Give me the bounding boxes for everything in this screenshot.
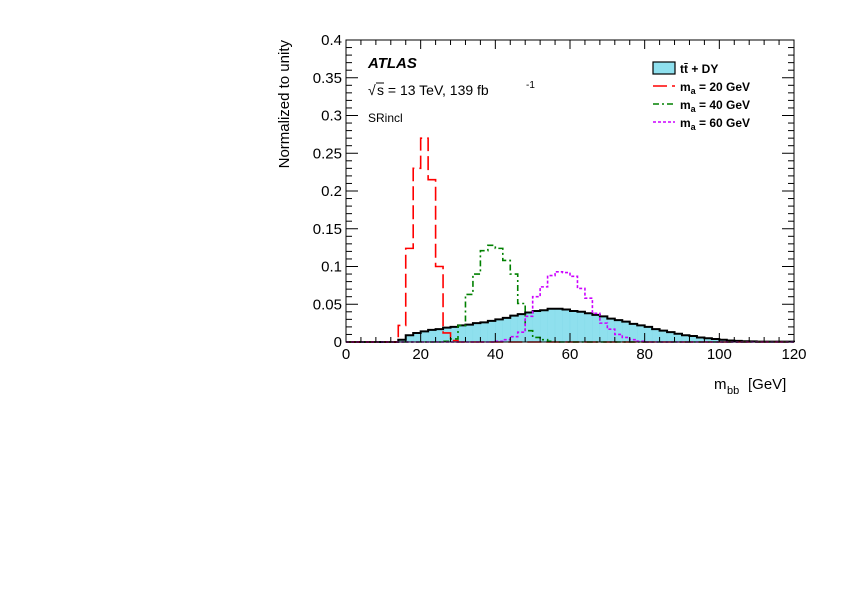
series-1 bbox=[346, 137, 794, 343]
bin-bar bbox=[517, 313, 526, 343]
bin-bar bbox=[659, 330, 668, 343]
x-tick-label: 0 bbox=[342, 346, 350, 363]
legend-label: ma = 60 GeV bbox=[680, 116, 750, 132]
legend-entry: tt̄ + DY bbox=[652, 61, 718, 76]
bin-bar bbox=[420, 331, 429, 343]
bin-bar bbox=[681, 335, 690, 343]
bin-bar bbox=[547, 308, 556, 343]
y-axis-label: Normalized to unity bbox=[276, 40, 293, 169]
y-tick-label: 0.3 bbox=[321, 108, 342, 125]
bin-bar bbox=[622, 321, 630, 343]
region-label: SRincl bbox=[368, 111, 403, 125]
bin-bar bbox=[599, 316, 608, 343]
bin-bar bbox=[569, 310, 578, 343]
energy-lumi-label: s = 13 TeV, 139 fb bbox=[377, 82, 489, 98]
x-tick-label: 120 bbox=[781, 346, 806, 363]
legend: tt̄ + DY ma = 20 GeV ma = 40 GeV ma = 60 Ge… bbox=[652, 61, 750, 132]
legend-entry: ma = 40 GeV bbox=[653, 98, 750, 114]
x-axis-label-unit: [GeV] bbox=[748, 376, 786, 393]
histogram-layer bbox=[346, 137, 795, 343]
bin-bar bbox=[577, 311, 586, 343]
bin-bar bbox=[413, 332, 421, 343]
bin-bar bbox=[502, 317, 511, 343]
bin-bar bbox=[472, 322, 481, 343]
atlas-label: ATLAS bbox=[367, 55, 417, 72]
x-axis-label-sub: bb bbox=[727, 385, 739, 397]
energy-lumi-exponent: -1 bbox=[526, 80, 535, 91]
series-outline bbox=[346, 270, 794, 343]
bin-bar bbox=[405, 335, 414, 343]
x-tick-label: 100 bbox=[707, 346, 732, 363]
legend-label: tt̄ + DY bbox=[680, 62, 718, 76]
bin-bar bbox=[637, 325, 645, 343]
y-tick-label: 0.05 bbox=[313, 296, 342, 313]
bin-bar bbox=[457, 325, 466, 343]
bin-bar bbox=[495, 319, 503, 343]
x-tick-label: 80 bbox=[636, 346, 653, 363]
bin-bar bbox=[592, 314, 601, 343]
legend-label: ma = 20 GeV bbox=[680, 80, 750, 96]
series-outline bbox=[346, 137, 794, 343]
bin-bar bbox=[674, 333, 683, 343]
bin-bar bbox=[644, 326, 653, 343]
bin-bar bbox=[562, 309, 571, 343]
sqrt-symbol: √ bbox=[368, 82, 376, 98]
bin-bar bbox=[614, 319, 623, 343]
y-tick-label: 0.4 bbox=[321, 32, 342, 49]
bin-bar bbox=[442, 327, 451, 343]
y-tick-label: 0.2 bbox=[321, 183, 342, 200]
bin-bar bbox=[510, 315, 518, 343]
bin-bar bbox=[539, 310, 548, 343]
x-tick-label: 40 bbox=[487, 346, 504, 363]
series-3 bbox=[346, 270, 794, 343]
legend-entry: ma = 60 GeV bbox=[653, 116, 750, 132]
y-tick-label: 0.25 bbox=[313, 145, 342, 162]
axis-layer: 0 20 40 60 80 100 120 0 0.05 0.1 0.15 0.2 0.25 0.3 0.3… bbox=[313, 32, 807, 363]
y-tick-label: 0.1 bbox=[321, 259, 342, 276]
bin-bar bbox=[607, 318, 615, 343]
x-tick-label: 20 bbox=[412, 346, 429, 363]
y-tick-label: 0.15 bbox=[313, 221, 342, 238]
y-tick-label: 0.35 bbox=[313, 70, 342, 87]
bin-bar bbox=[465, 324, 474, 343]
bin-bar bbox=[554, 308, 563, 343]
series-outline bbox=[346, 244, 794, 343]
x-axis-label-main: m bbox=[714, 376, 727, 393]
bin-bar bbox=[666, 332, 675, 343]
bin-bar bbox=[651, 329, 660, 343]
bin-bar bbox=[584, 313, 593, 343]
x-axis-label: m bb [GeV] bbox=[714, 376, 786, 397]
legend-label: ma = 40 GeV bbox=[680, 98, 750, 114]
series-2 bbox=[346, 244, 794, 343]
bin-bar bbox=[427, 329, 436, 343]
y-tick-label: 0 bbox=[334, 334, 342, 351]
x-tick-label: 60 bbox=[562, 346, 579, 363]
series-0 bbox=[346, 307, 795, 343]
legend-swatch bbox=[652, 61, 676, 75]
bin-bar bbox=[480, 322, 489, 343]
legend-entry: ma = 20 GeV bbox=[653, 80, 750, 96]
bin-bar bbox=[435, 329, 444, 343]
bin-bar bbox=[487, 320, 496, 343]
